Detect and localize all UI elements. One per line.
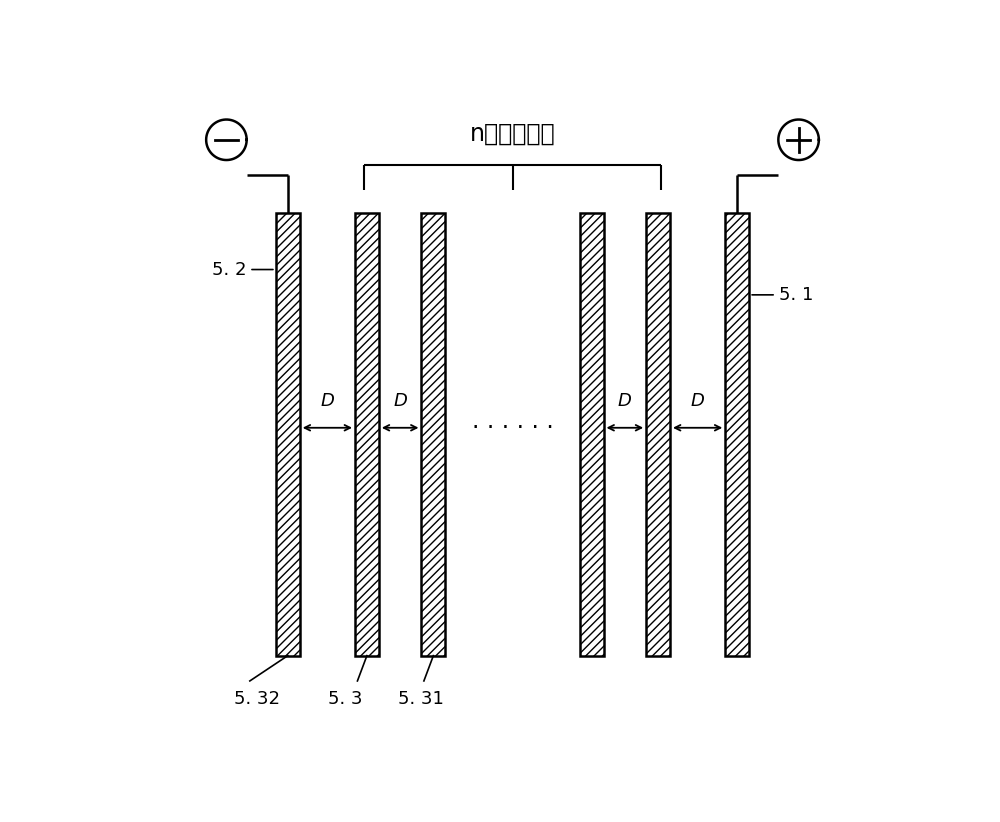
Text: 5. 2: 5. 2 <box>212 261 273 279</box>
Bar <box>725 213 749 656</box>
Text: D: D <box>320 392 334 410</box>
Polygon shape <box>206 119 247 160</box>
Polygon shape <box>778 119 819 160</box>
Text: · · · · · ·: · · · · · · <box>472 416 553 440</box>
Bar <box>276 213 300 656</box>
Bar <box>646 213 670 656</box>
Text: 5. 31: 5. 31 <box>398 690 444 709</box>
Text: D: D <box>393 392 407 410</box>
Text: 5. 3: 5. 3 <box>328 690 362 709</box>
Text: D: D <box>618 392 632 410</box>
Text: 5. 1: 5. 1 <box>752 286 813 304</box>
Text: 5. 32: 5. 32 <box>234 690 280 709</box>
Text: n个从电极板: n个从电极板 <box>470 122 555 146</box>
Bar <box>580 213 604 656</box>
Bar <box>355 213 379 656</box>
Bar <box>421 213 445 656</box>
Text: D: D <box>691 392 705 410</box>
